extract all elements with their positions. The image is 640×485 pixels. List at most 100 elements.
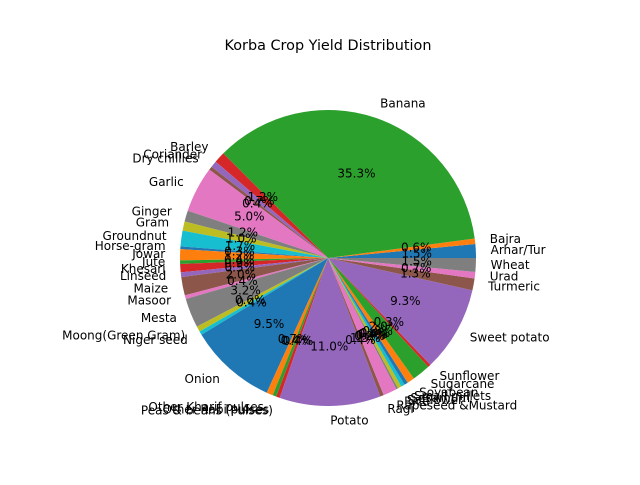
slice-label: Khesari	[121, 262, 166, 276]
slice-percent-label: 1.5%	[401, 246, 432, 260]
pie-slice-groundnut	[180, 230, 328, 258]
pie-slice-niger-seed	[199, 258, 328, 335]
slice-percent-label: 5.0%	[234, 209, 265, 223]
slice-label: Bajra	[490, 232, 521, 246]
pie-percent-labels: 1.5%0.6%35.3%1.2%0.7%0.4%5.0%1.2%1.0%1.7…	[224, 166, 432, 353]
pie-slice-jute	[180, 258, 328, 265]
slice-label: Horse-gram	[95, 239, 166, 253]
pie-slice-moong-green-gram	[196, 258, 328, 332]
pie-slice-mesta	[185, 258, 328, 327]
pie-slice-jowar	[180, 249, 328, 261]
slice-percent-label: 1.2%	[248, 190, 279, 204]
pie-slice-peas-beans-pulses	[276, 258, 328, 398]
slice-percent-label: 0.2%	[354, 329, 385, 343]
slice-label: Banana	[380, 96, 426, 110]
slice-label: Small millets	[414, 389, 491, 403]
pie-slice-linseed	[180, 258, 328, 278]
slice-label: Peas & beans (Pulses)	[141, 404, 273, 418]
pie-slice-sugarcane	[328, 258, 429, 379]
slice-label: Masoor	[127, 294, 171, 308]
pie-slice-onion	[201, 258, 328, 393]
slice-percent-label: 11.0%	[310, 339, 348, 353]
pie-slice-rice	[328, 258, 399, 390]
pie-slice-sesamum	[328, 258, 405, 387]
slice-label: Linseed	[120, 269, 166, 283]
slice-label: Safflower	[407, 393, 463, 407]
pie-slice-other-kharif-pulses	[266, 258, 328, 396]
slice-label: Ragi	[387, 402, 413, 416]
pie-slice-ragi	[328, 258, 384, 397]
slice-label: Other Kharif pulses	[148, 400, 263, 414]
pie-slice-arhar-tur	[328, 244, 477, 258]
pie-slice-potato	[279, 258, 381, 407]
slice-label: Sweet potato	[470, 330, 550, 344]
pie-slice-masoor	[184, 258, 328, 299]
pie-slice-garlic	[187, 169, 328, 258]
pie-slice-rapeseed-mustard	[328, 258, 397, 396]
slice-percent-label: 0.3%	[224, 244, 255, 258]
pie-slice-small-millets	[328, 258, 408, 385]
pie-slice-gram	[182, 221, 328, 258]
pie-slice-horse-gram	[180, 246, 328, 258]
pie-slice-sweet-potato	[328, 258, 473, 365]
slice-percent-label: 2.0%	[369, 319, 400, 333]
slice-percent-label: 0.4%	[283, 334, 314, 348]
slice-percent-label: 3.2%	[230, 284, 261, 298]
slice-label: Gram	[136, 215, 169, 229]
slice-label: Urad	[490, 269, 519, 283]
slice-percent-label: 0.4%	[345, 333, 376, 347]
slice-percent-label: 0.6%	[235, 293, 266, 307]
slice-label: Arhar/Tur	[491, 243, 546, 257]
slice-label: Moong(Green Gram)	[62, 329, 185, 343]
slice-percent-label: 1.3%	[400, 266, 431, 280]
pie-slice-sunflower	[328, 258, 431, 367]
pie-slice-banana	[223, 109, 475, 259]
slice-percent-label: 0.7%	[401, 261, 432, 275]
slice-label: Rapeseed &Mustard	[396, 398, 517, 412]
slice-percent-label: 9.5%	[254, 317, 285, 331]
slice-percent-label: 0.9%	[224, 257, 255, 271]
slice-label: Sugarcane	[431, 377, 495, 391]
slice-percent-label: 0.7%	[278, 332, 309, 346]
pie-slice-barley	[215, 153, 328, 258]
slice-percent-label: 0.3%	[374, 315, 405, 329]
slice-label: Ginger	[132, 204, 172, 218]
pie-slice-maize	[181, 258, 328, 296]
slice-percent-label: 0.4%	[358, 327, 389, 341]
slice-percent-label: 1.2%	[224, 249, 255, 263]
pie-slice-bajra	[328, 238, 476, 258]
slice-label: Turmeric	[487, 280, 540, 294]
slice-label: Potato	[330, 413, 368, 427]
slice-label: Barley	[170, 140, 208, 154]
pie-slice-wheat	[328, 258, 477, 272]
slice-label: Niger seed	[123, 333, 188, 347]
slice-label: Maize	[133, 282, 168, 296]
slice-percent-label: 0.4%	[360, 326, 391, 340]
pie-slice-other-rabi-pulses	[272, 258, 328, 397]
pie-slice-safflower	[328, 258, 402, 389]
slice-percent-label: 0.4%	[281, 333, 312, 347]
slice-percent-label: 0.4%	[224, 253, 255, 267]
slice-percent-label: 1.5%	[350, 331, 381, 345]
slice-label: Jute	[141, 255, 165, 269]
slice-label: Mesta	[141, 311, 177, 325]
slice-percent-label: 1.2%	[228, 225, 259, 239]
slice-label: Jowar	[131, 247, 165, 261]
slice-percent-label: 0.4%	[356, 328, 387, 342]
pie-slice-urad	[328, 258, 476, 279]
pie-slice-turmeric	[328, 258, 475, 291]
slice-percent-label: 0.8%	[362, 324, 393, 338]
slice-label: Sesamum	[410, 391, 470, 405]
slice-label: Onion	[185, 372, 220, 386]
slice-label: Soyabean	[419, 385, 478, 399]
slice-percent-label: 0.4%	[236, 296, 267, 310]
slice-label: Garlic	[149, 175, 184, 189]
slice-percent-label: 1.7%	[225, 239, 256, 253]
slice-label: Other Rabi pulses	[163, 402, 270, 416]
slice-label: Wheat	[491, 258, 530, 272]
pie-slice-dry-chillies	[209, 166, 328, 258]
pie-slice-khesari	[180, 258, 328, 273]
